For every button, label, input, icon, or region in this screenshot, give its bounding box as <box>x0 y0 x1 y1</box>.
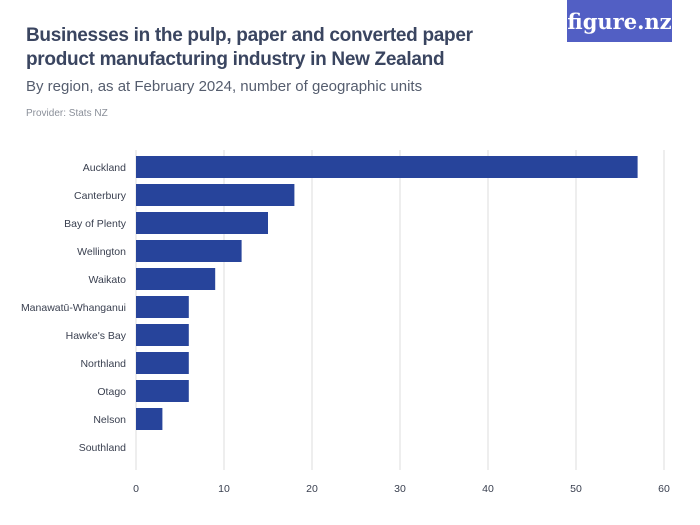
x-tick-label: 40 <box>482 483 494 495</box>
chart-title: Businesses in the pulp, paper and conver… <box>26 25 473 70</box>
x-tick-label: 10 <box>218 483 230 495</box>
bar-canterbury <box>136 184 295 206</box>
x-tick-label: 30 <box>394 483 406 495</box>
category-label: Otago <box>97 386 126 398</box>
chart-subtitle: By region, as at February 2024, number o… <box>26 78 423 95</box>
category-label: Northland <box>80 358 126 370</box>
provider-label: Provider: Stats NZ <box>26 108 108 119</box>
category-label: Manawatū-Whanganui <box>21 302 126 314</box>
bar-wellington <box>136 240 242 262</box>
x-tick-label: 20 <box>306 483 318 495</box>
category-label: Waikato <box>88 274 126 286</box>
bar-bay-of-plenty <box>136 212 268 234</box>
bar-auckland <box>136 156 638 178</box>
category-label: Wellington <box>77 246 126 258</box>
figure-nz-logo[interactable]: figure.nz <box>567 0 672 42</box>
bar-northland <box>136 352 189 374</box>
category-label: Canterbury <box>74 190 127 202</box>
category-label: Nelson <box>93 414 126 426</box>
x-tick-label: 0 <box>133 483 139 495</box>
bar-manawat-whanganui <box>136 296 189 318</box>
x-tick-label: 50 <box>570 483 582 495</box>
bar-hawke-s-bay <box>136 324 189 346</box>
x-tick-label: 60 <box>658 483 670 495</box>
category-label: Hawke's Bay <box>66 330 127 342</box>
bar-waikato <box>136 268 216 290</box>
category-label: Bay of Plenty <box>64 218 127 230</box>
bar-nelson <box>136 408 163 430</box>
category-label: Auckland <box>83 162 126 174</box>
category-label: Southland <box>79 442 126 454</box>
bar-otago <box>136 380 189 402</box>
